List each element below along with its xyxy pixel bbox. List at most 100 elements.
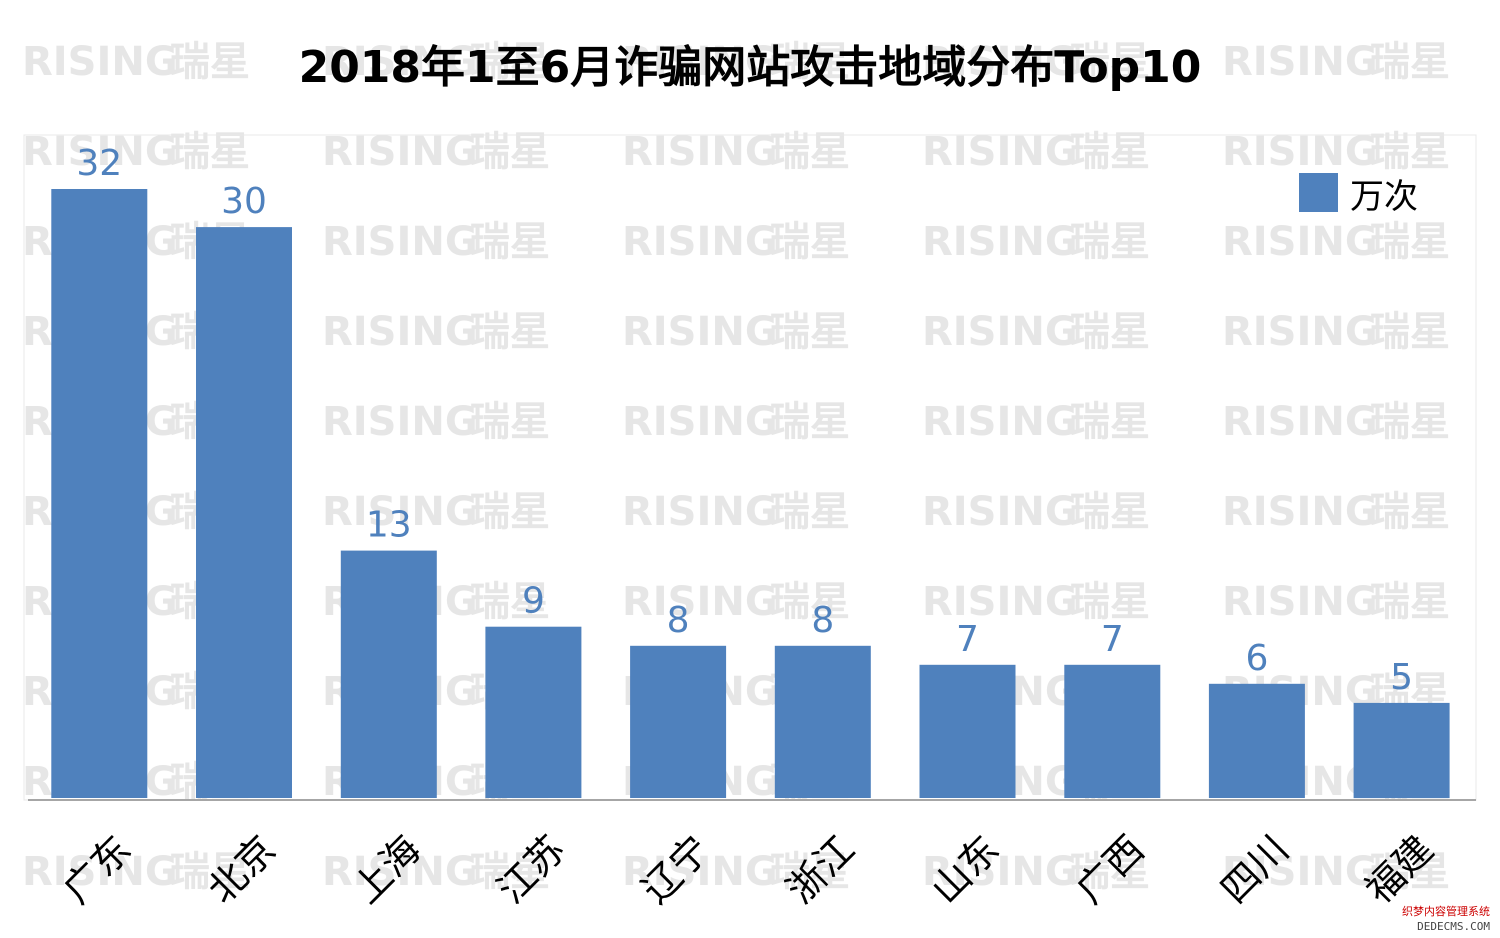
watermark-rising-21: RISING bbox=[322, 399, 478, 445]
watermark-rising-27: RISING bbox=[622, 489, 778, 535]
watermark-rising-6: RISING bbox=[322, 129, 478, 175]
watermark-ruixing-27: 瑞星 bbox=[770, 489, 850, 535]
value-label-9: 5 bbox=[1390, 657, 1413, 698]
bars-layer bbox=[51, 189, 1450, 799]
value-label-2: 13 bbox=[366, 505, 412, 546]
watermark-rising-29: RISING bbox=[1222, 489, 1378, 535]
watermark-rising-24: RISING bbox=[1222, 399, 1378, 445]
bar-7 bbox=[1064, 664, 1161, 798]
footer-line-1: 织梦内容管理系统 bbox=[1402, 904, 1490, 918]
watermark-ruixing-8: 瑞星 bbox=[1070, 129, 1150, 175]
watermark-rising-14: RISING bbox=[1222, 219, 1378, 265]
legend-swatch bbox=[1299, 173, 1338, 212]
watermark-ruixing-1: 瑞星 bbox=[470, 39, 550, 85]
bar-3 bbox=[485, 626, 582, 798]
category-label-9: 福建 bbox=[1357, 827, 1442, 912]
bar-6 bbox=[919, 664, 1016, 798]
value-label-5: 8 bbox=[811, 600, 834, 641]
watermark-ruixing-7: 瑞星 bbox=[770, 129, 850, 175]
watermark-rising-13: RISING bbox=[922, 219, 1078, 265]
watermark-rising-34: RISING bbox=[1222, 579, 1378, 625]
bar-4 bbox=[630, 645, 727, 798]
watermark-rising-45: RISING bbox=[22, 849, 178, 895]
watermark-ruixing-2: 瑞星 bbox=[770, 39, 850, 85]
watermark-ruixing-16: 瑞星 bbox=[470, 309, 550, 355]
watermark-ruixing-26: 瑞星 bbox=[470, 489, 550, 535]
category-label-7: 广西 bbox=[1068, 827, 1153, 912]
watermark-rising-32: RISING bbox=[622, 579, 778, 625]
watermark-rising-19: RISING bbox=[1222, 309, 1378, 355]
category-label-0: 广东 bbox=[55, 827, 140, 912]
value-label-3: 9 bbox=[522, 581, 545, 622]
category-label-5: 浙江 bbox=[778, 827, 863, 912]
value-label-4: 8 bbox=[667, 600, 690, 641]
watermark-ruixing-23: 瑞星 bbox=[1070, 399, 1150, 445]
chart-title: 2018年1至6月诈骗网站攻击地域分布Top10 bbox=[299, 42, 1202, 93]
watermark-rising-28: RISING bbox=[922, 489, 1078, 535]
watermark-rising-1: RISING bbox=[322, 39, 478, 85]
watermark-rising-12: RISING bbox=[622, 219, 778, 265]
watermark-ruixing-31: 瑞星 bbox=[470, 579, 550, 625]
watermark-ruixing-19: 瑞星 bbox=[1370, 309, 1450, 355]
watermark-ruixing-29: 瑞星 bbox=[1370, 489, 1450, 535]
footer-line-2: DEDECMS.COM bbox=[1417, 920, 1490, 933]
watermark-ruixing-9: 瑞星 bbox=[1370, 129, 1450, 175]
watermark-rising-2: RISING bbox=[622, 39, 778, 85]
watermark-rising-16: RISING bbox=[322, 309, 478, 355]
legend: 万次 bbox=[1299, 173, 1418, 217]
value-label-6: 7 bbox=[956, 619, 979, 660]
category-label-3: 江苏 bbox=[489, 827, 574, 912]
watermark-ruixing-24: 瑞星 bbox=[1370, 399, 1450, 445]
category-label-2: 上海 bbox=[344, 827, 429, 912]
watermark-ruixing-12: 瑞星 bbox=[770, 219, 850, 265]
bar-9 bbox=[1353, 702, 1450, 799]
watermark-ruixing-28: 瑞星 bbox=[1070, 489, 1150, 535]
watermark-ruixing-22: 瑞星 bbox=[770, 399, 850, 445]
value-label-7: 7 bbox=[1101, 619, 1124, 660]
watermark-rising-47: RISING bbox=[622, 849, 778, 895]
value-labels-layer: 32 30 13 9 8 8 7 7 6 5 bbox=[76, 143, 1413, 698]
watermark-rising-18: RISING bbox=[922, 309, 1078, 355]
footer-watermark: 织梦内容管理系统 DEDECMS.COM bbox=[1402, 904, 1490, 933]
watermark-ruixing-32: 瑞星 bbox=[770, 579, 850, 625]
watermark-ruixing-13: 瑞星 bbox=[1070, 219, 1150, 265]
watermark-ruixing-21: 瑞星 bbox=[470, 399, 550, 445]
watermark-ruixing-33: 瑞星 bbox=[1070, 579, 1150, 625]
legend-label: 万次 bbox=[1350, 177, 1418, 217]
bar-2 bbox=[340, 550, 437, 798]
value-label-0: 32 bbox=[76, 143, 122, 184]
watermark-ruixing-14: 瑞星 bbox=[1370, 219, 1450, 265]
bar-0 bbox=[51, 189, 148, 798]
watermark-ruixing-47: 瑞星 bbox=[770, 849, 850, 895]
category-label-1: 北京 bbox=[199, 827, 284, 912]
value-label-1: 30 bbox=[221, 181, 267, 222]
watermark-rising-4: RISING bbox=[1222, 39, 1378, 85]
watermark-ruixing-3: 瑞星 bbox=[1070, 39, 1150, 85]
category-label-4: 辽宁 bbox=[633, 827, 718, 912]
watermark-ruixing-0: 瑞星 bbox=[170, 39, 250, 85]
bar-5 bbox=[774, 645, 871, 798]
watermark-ruixing-46: 瑞星 bbox=[470, 849, 550, 895]
watermark-ruixing-17: 瑞星 bbox=[770, 309, 850, 355]
watermark-ruixing-11: 瑞星 bbox=[470, 219, 550, 265]
watermark-ruixing-6: 瑞星 bbox=[470, 129, 550, 175]
watermark-rising-23: RISING bbox=[922, 399, 1078, 445]
watermark-rising-49: RISING bbox=[1222, 849, 1378, 895]
category-label-6: 山东 bbox=[923, 827, 1008, 912]
watermark-ruixing-48: 瑞星 bbox=[1070, 849, 1150, 895]
watermark-rising-0: RISING bbox=[22, 39, 178, 85]
watermark-rising-5: RISING bbox=[22, 129, 178, 175]
watermark-rising-33: RISING bbox=[922, 579, 1078, 625]
category-label-8: 四川 bbox=[1212, 827, 1297, 912]
watermark-rising-22: RISING bbox=[622, 399, 778, 445]
watermark-ruixing-49: 瑞星 bbox=[1370, 849, 1450, 895]
watermark-ruixing-18: 瑞星 bbox=[1070, 309, 1150, 355]
watermark-ruixing-5: 瑞星 bbox=[170, 129, 250, 175]
watermark-rising-3: RISING bbox=[922, 39, 1078, 85]
value-label-8: 6 bbox=[1245, 638, 1268, 679]
bar-1 bbox=[196, 227, 292, 799]
watermark-rising-46: RISING bbox=[322, 849, 478, 895]
watermark-ruixing-45: 瑞星 bbox=[170, 849, 250, 895]
watermark-rising-8: RISING bbox=[922, 129, 1078, 175]
